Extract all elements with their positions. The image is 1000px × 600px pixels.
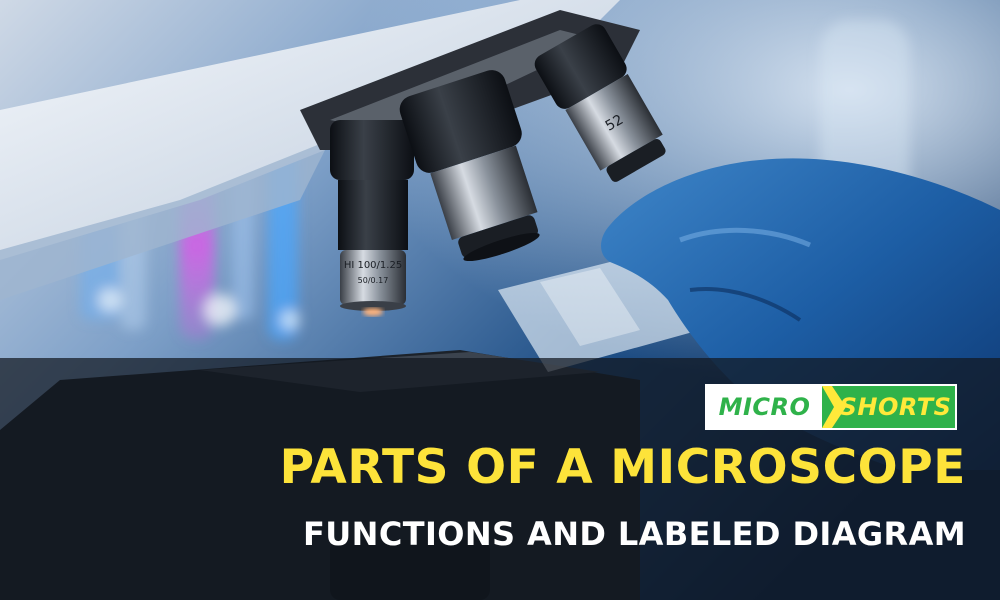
objective-front-label: HI 100/1.25: [344, 260, 402, 271]
microshorts-logo: MICRO SHORTS: [705, 384, 957, 430]
page-subtitle: FUNCTIONS AND LABELED DIAGRAM: [303, 515, 966, 553]
page-title: PARTS OF A MICROSCOPE: [279, 440, 966, 495]
logo-left-text: MICRO: [718, 393, 811, 421]
objective-lens-front: HI 100/1.25 50/0.17: [330, 120, 414, 316]
chevron-right-icon: [822, 386, 846, 428]
objective-front-sublabel: 50/0.17: [358, 276, 389, 285]
objective-lens-middle: [399, 70, 540, 262]
logo-right-text: SHORTS: [839, 393, 952, 421]
objective-lens-back: 52: [534, 24, 666, 182]
objective-back-label: 52: [603, 112, 626, 135]
